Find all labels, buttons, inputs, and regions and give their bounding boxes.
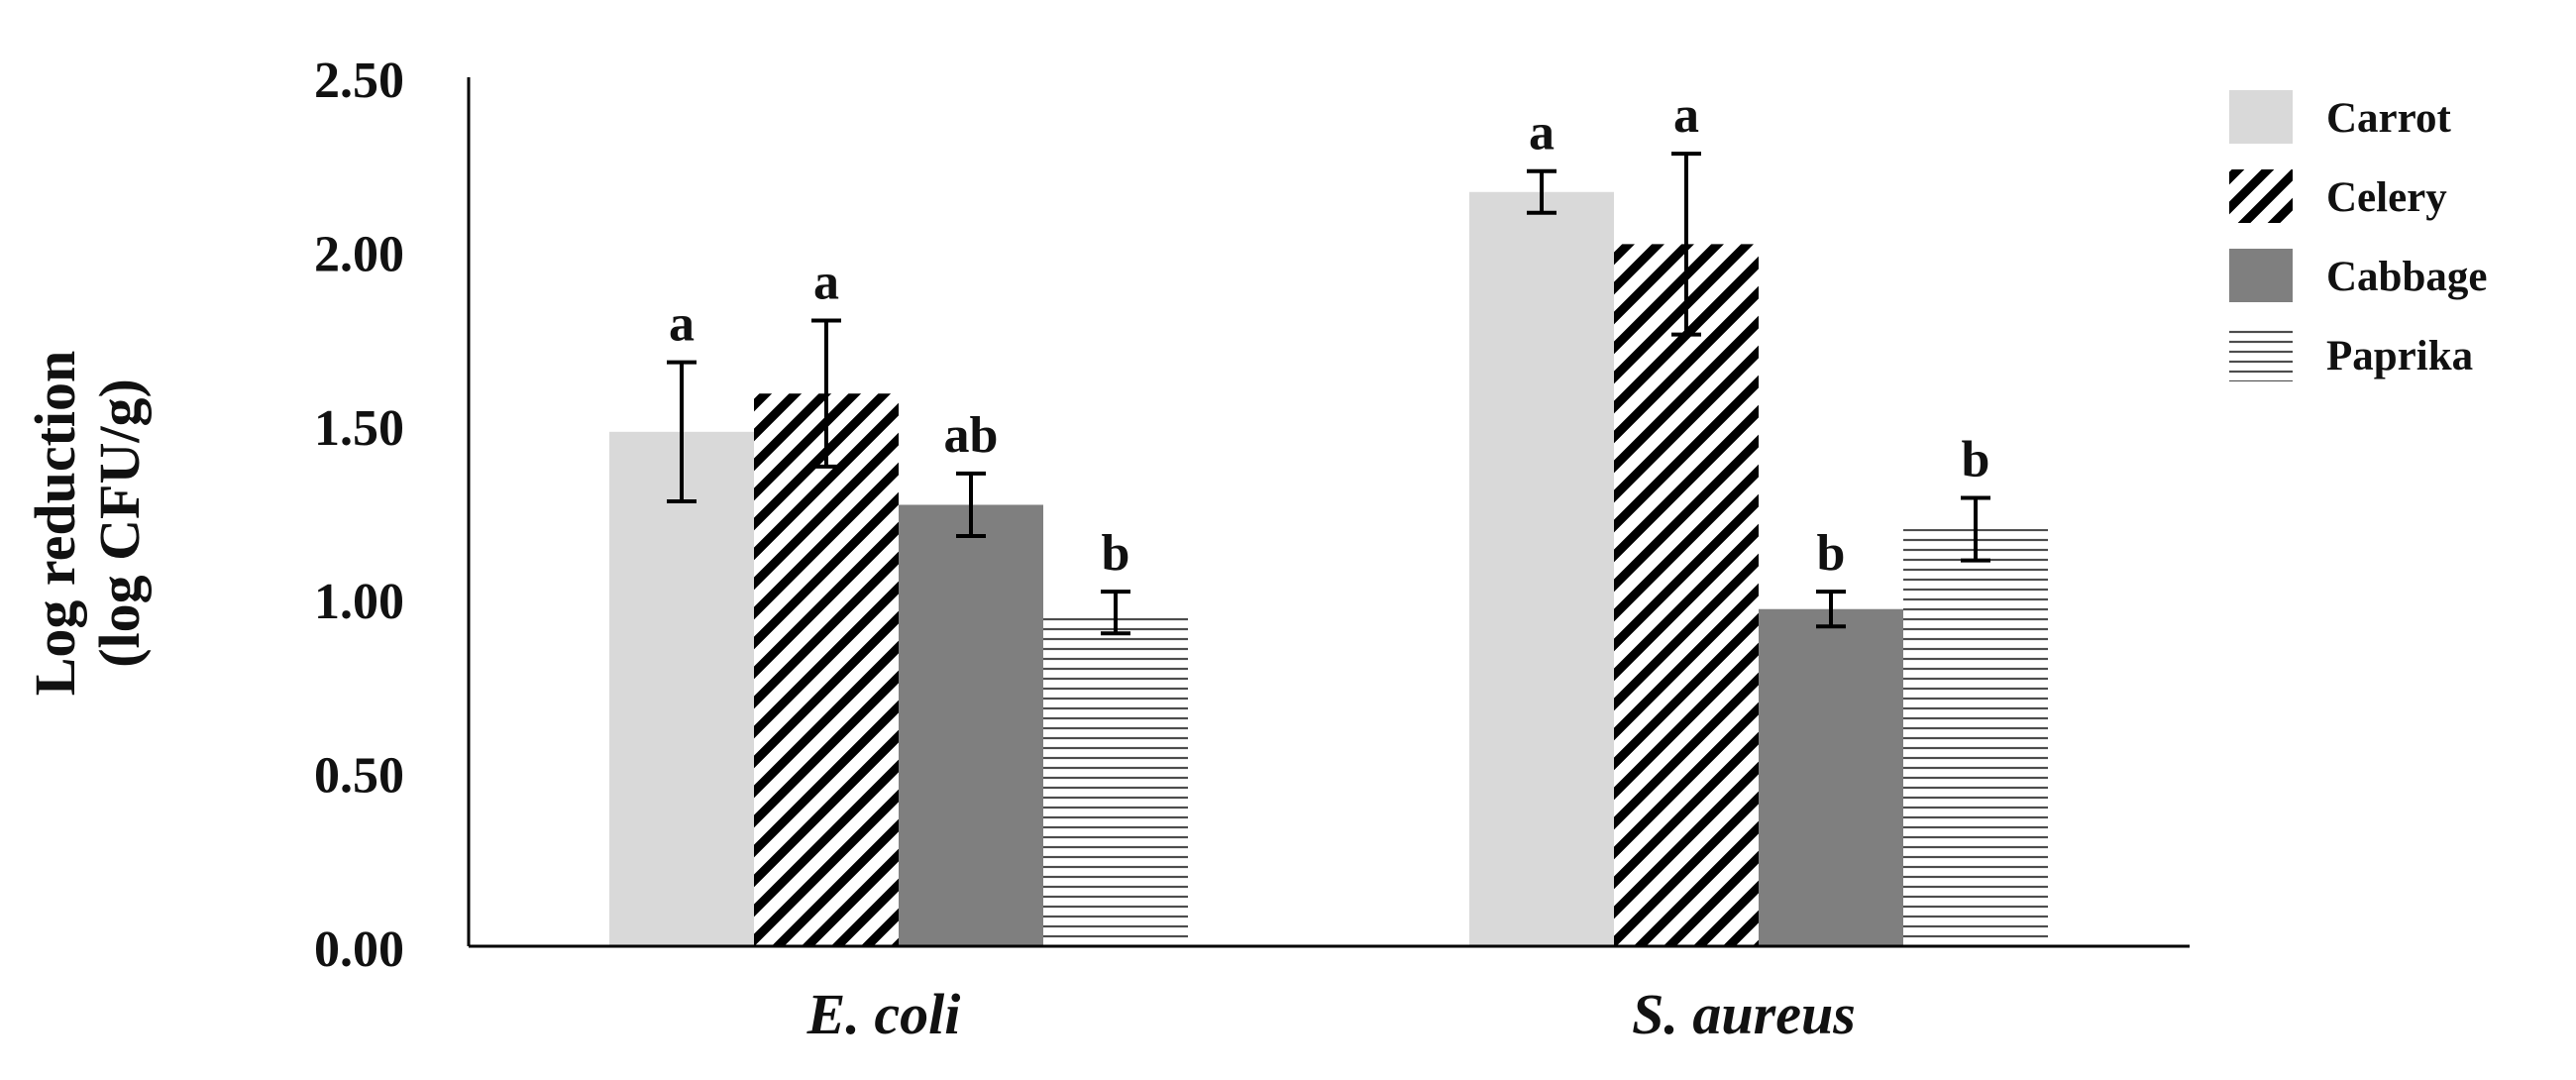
bar-carrot-e-coli [609,431,754,946]
error-bar [1816,590,1846,629]
bar-carrot-s-aureus [1469,191,1614,946]
legend-swatch-cabbage [2229,249,2293,302]
bar-cabbage-s-aureus [1759,608,1903,946]
significance-letter: a [813,255,839,311]
legend-swatch-celery [2229,169,2293,223]
bar-series-group [609,191,2048,946]
y-tick-label: 2.00 [314,226,404,282]
bar-cabbage-e-coli [899,504,1043,946]
significance-letter: ab [944,407,999,464]
y-axis-title-line2: (log CFU/g) [87,378,152,668]
significance-letter: a [1529,105,1555,162]
x-axis-categories: E. coli S. aureus [806,982,1856,1046]
legend-label-carrot: Carrot [2326,95,2451,142]
error-bars-group [667,152,1990,636]
y-axis-ticks: 0.00 0.50 1.00 1.50 2.00 2.50 [314,53,404,978]
bar-celery-e-coli [754,393,899,946]
bar-paprika-s-aureus [1903,529,2048,946]
error-bar [667,360,697,503]
significance-letter: a [1673,87,1699,144]
y-tick-label: 2.50 [314,53,404,109]
significance-letter: b [1102,525,1130,582]
x-category-label: E. coli [806,982,961,1046]
y-tick-label: 0.50 [314,748,404,805]
bar-paprika-e-coli [1043,612,1188,946]
legend: Carrot Celery Cabbage Paprika [2229,90,2487,381]
error-bar [1527,168,1556,215]
error-bar [1671,152,1701,337]
legend-label-paprika: Paprika [2326,333,2473,379]
legend-swatch-paprika [2229,328,2293,381]
significance-letter: b [1817,525,1846,582]
error-bar [811,318,841,469]
y-tick-label: 1.50 [314,400,404,457]
legend-label-cabbage: Cabbage [2326,254,2487,300]
legend-swatch-carrot [2229,90,2293,144]
error-bar [1101,590,1130,636]
y-tick-label: 0.00 [314,921,404,978]
bar-celery-s-aureus [1614,244,1759,946]
y-tick-label: 1.00 [314,574,404,630]
significance-letter: b [1962,431,1990,487]
y-axis-title-line1: Log reduction [23,351,87,697]
x-category-label: S. aureus [1632,982,1856,1046]
error-bar [1961,495,1990,563]
legend-label-celery: Celery [2326,174,2447,221]
error-bar [956,471,986,539]
significance-letter: a [669,296,695,353]
